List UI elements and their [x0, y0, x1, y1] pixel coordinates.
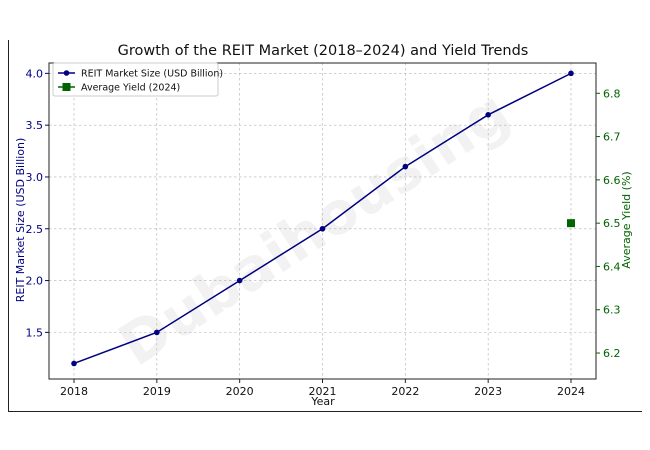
legend-label-market-size: REIT Market Size (USD Billion) [81, 69, 223, 80]
series-point-market-size [71, 360, 77, 367]
watermark-layer: Dubaihousing [107, 77, 521, 379]
y-tick-label: 3.5 [26, 119, 44, 132]
y-tick-label: 1.5 [26, 326, 44, 339]
legend-marker-market-size [63, 70, 70, 76]
series-point-market-size [402, 163, 409, 170]
series-layer [71, 70, 575, 367]
frame-left-border [8, 40, 9, 412]
frame-bottom-border [8, 411, 642, 412]
x-tick-label: 2022 [391, 385, 419, 398]
y2-tick-label: 6.2 [603, 347, 621, 360]
y2-tick-label: 6.8 [603, 87, 621, 100]
y2-tick-label: 6.4 [603, 260, 621, 273]
series-point-market-size [154, 329, 160, 336]
y-axis-title: REIT Market Size (USD Billion) [14, 138, 27, 303]
watermark-text: Dubaihousing [107, 77, 521, 379]
legend: REIT Market Size (USD Billion) Average Y… [52, 62, 223, 97]
y2-tick-label: 6.5 [603, 217, 621, 230]
chart-title: Growth of the REIT Market (2018–2024) an… [118, 43, 529, 59]
y2-tick-label: 6.7 [603, 131, 621, 144]
y-tick-label: 3.0 [26, 171, 44, 184]
legend-box [52, 62, 219, 97]
y-tick-label: 2.0 [26, 275, 44, 288]
series-point-market-size [319, 225, 326, 232]
y2-tick-label: 6.3 [603, 304, 621, 317]
series-point-market-size [236, 277, 243, 284]
y2-tick-label: 6.6 [603, 174, 621, 187]
axes-layer: 2018 2019 2020 2021 2022 2023 2024 1.5 2.0 2.5 3.0… [26, 67, 621, 398]
y2-axis-title: Average Yield (%) [620, 171, 633, 268]
x-tick-label: 2020 [226, 385, 254, 398]
legend-label-average-yield: Average Yield (2024) [81, 83, 180, 94]
series-point-market-size [485, 112, 491, 118]
series-point-average-yield [567, 219, 575, 228]
series-point-market-size [568, 70, 574, 77]
legend-marker-average-yield [62, 83, 71, 91]
x-tick-label: 2018 [60, 385, 88, 398]
y-tick-label: 2.5 [26, 223, 44, 236]
x-tick-label: 2019 [143, 385, 171, 398]
x-axis-title: Year [310, 395, 335, 408]
x-tick-label: 2021 [309, 385, 337, 398]
x-tick-label: 2024 [557, 385, 585, 398]
y-tick-label: 4.0 [26, 67, 44, 80]
x-tick-label: 2023 [474, 385, 502, 398]
